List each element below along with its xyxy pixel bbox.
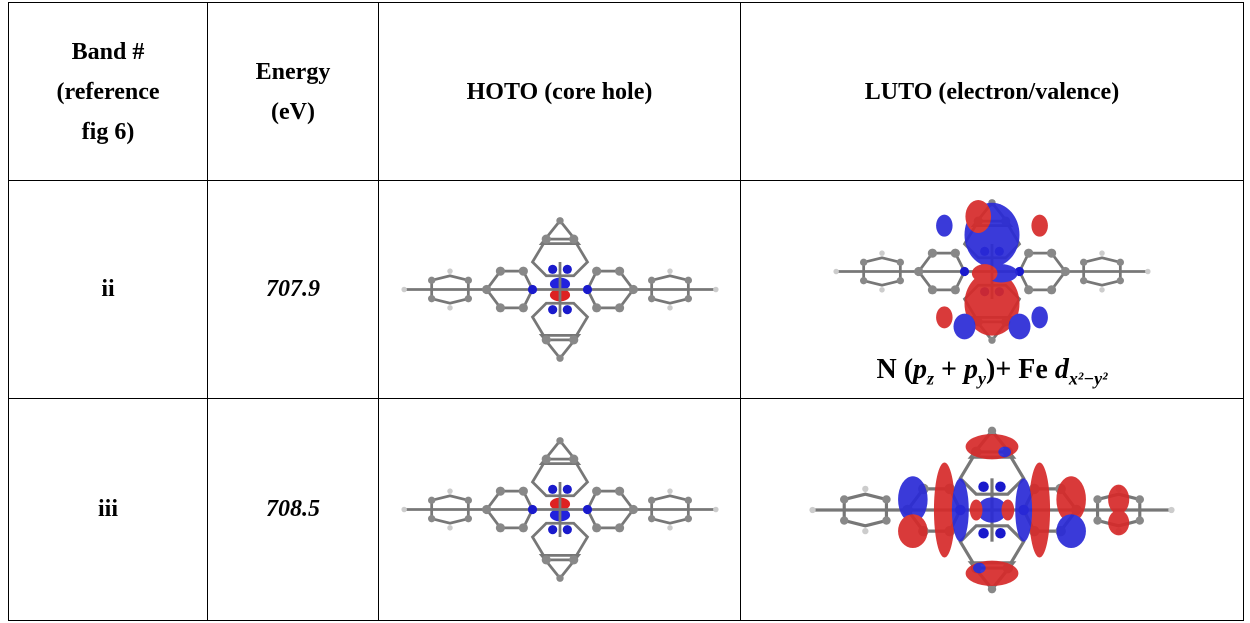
- molecule-image: [802, 410, 1182, 610]
- luto-cell: N (pz + py)+ Fe dx²−y²: [740, 180, 1244, 399]
- header-text: LUTO (electron/valence): [864, 78, 1120, 105]
- band-cell: ii: [8, 180, 208, 399]
- caption-part: )+ Fe: [986, 354, 1055, 386]
- caption-part: N (: [876, 354, 914, 386]
- header-cell: HOTO (core hole): [378, 2, 741, 181]
- hoto-cell: [378, 398, 741, 621]
- header-cell: Band # (reference fig 6): [8, 2, 208, 181]
- caption-part: p: [913, 354, 928, 386]
- header-text: Energy: [255, 58, 331, 85]
- row: ii 707.9 N (pz + py)+ Fe dx²−y²: [8, 180, 1244, 399]
- header-row: Band # (reference fig 6) Energy (eV) HOTO (…: [8, 2, 1244, 181]
- energy-cell: 707.9: [207, 180, 379, 399]
- band-cell: iii: [8, 398, 208, 621]
- header-text: fig 6): [81, 118, 135, 145]
- header-text: (reference: [56, 78, 160, 105]
- caption-part: x²−y²: [1068, 368, 1108, 389]
- caption-part: p: [964, 354, 978, 386]
- header-text: Band #: [71, 38, 145, 65]
- header-cell: Energy (eV): [207, 2, 379, 181]
- header-cell: LUTO (electron/valence): [740, 2, 1244, 181]
- caption-part: d: [1054, 354, 1069, 386]
- caption-part: +: [934, 354, 964, 386]
- orbital-table: Band # (reference fig 6) Energy (eV) HOTO (…: [8, 2, 1244, 621]
- caption-part: z: [927, 368, 935, 389]
- hoto-cell: [378, 180, 741, 399]
- header-text: (eV): [271, 98, 315, 125]
- molecule-image: [812, 189, 1172, 354]
- energy-cell: 708.5: [207, 398, 379, 621]
- molecule-image: [395, 427, 725, 592]
- header-text: HOTO (core hole): [466, 78, 653, 105]
- molecule-image: [395, 207, 725, 372]
- orbital-caption: N (pz + py)+ Fe dx²−y²: [741, 354, 1243, 390]
- caption-part: y: [978, 368, 986, 389]
- luto-cell: [740, 398, 1244, 621]
- row: iii 708.5: [8, 398, 1244, 621]
